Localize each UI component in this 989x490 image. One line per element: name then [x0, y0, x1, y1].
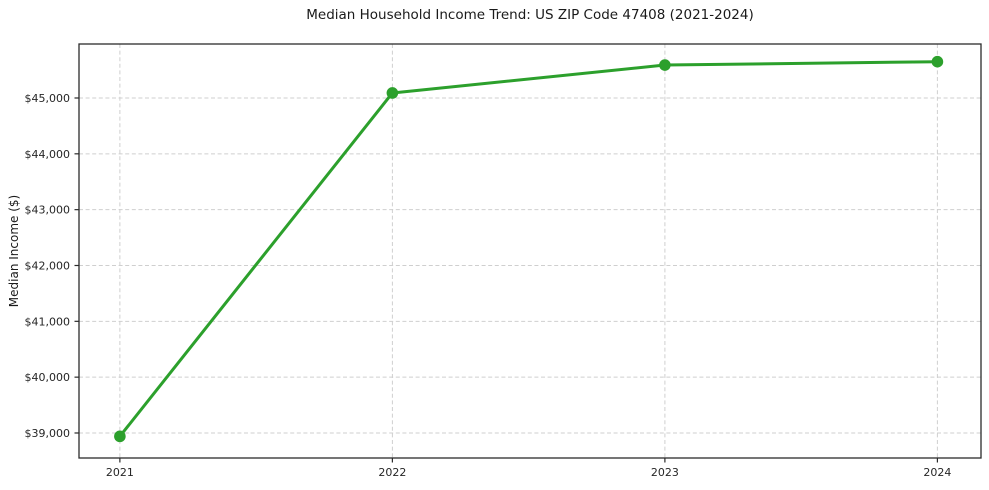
data-point-marker [931, 55, 944, 68]
y-tick-label: $41,000 [25, 315, 71, 328]
y-tick-label: $44,000 [25, 148, 71, 161]
y-tick-label: $40,000 [25, 371, 71, 384]
data-point-marker [386, 87, 399, 99]
x-tick-label: 2023 [651, 466, 679, 479]
x-tick-label: 2021 [106, 466, 134, 479]
chart-title: Median Household Income Trend: US ZIP Co… [306, 7, 754, 23]
y-tick-label: $45,000 [25, 92, 71, 105]
data-point-marker [114, 430, 126, 443]
x-tick-label: 2022 [378, 466, 406, 479]
y-tick-label: $42,000 [25, 259, 71, 272]
x-tick-label: 2024 [923, 466, 951, 479]
plot-border [78, 43, 982, 459]
y-tick-label: $39,000 [25, 427, 71, 440]
y-tick-label: $43,000 [25, 204, 71, 217]
income-line-series [118, 60, 939, 438]
data-point-marker [659, 59, 671, 71]
